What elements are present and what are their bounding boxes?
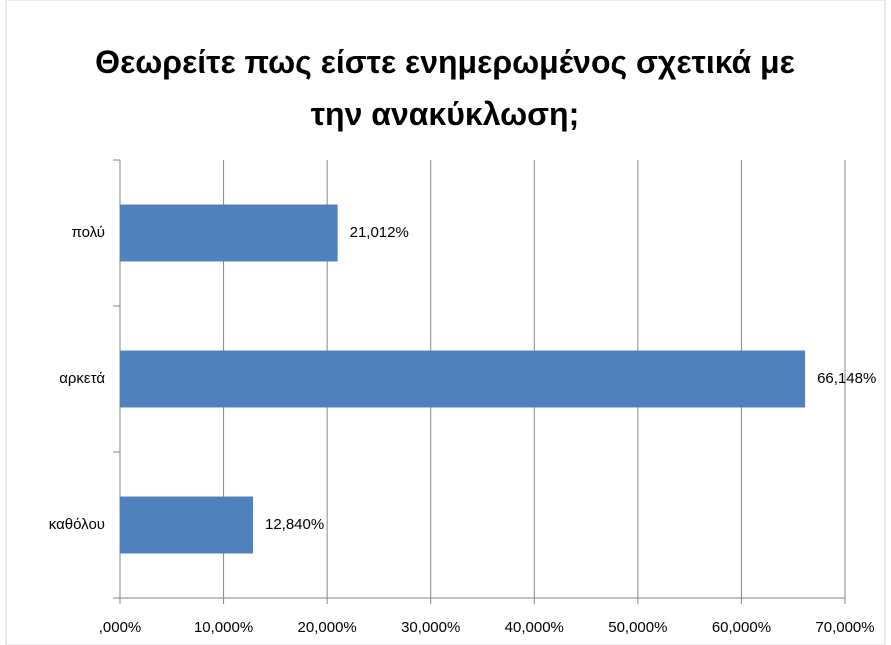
- value-label: 12,840%: [265, 516, 324, 533]
- x-tick-label: 10,000%: [194, 619, 253, 636]
- chart-title: Θεωρείτε πως είστε ενημερωμένος σχετικά …: [95, 44, 795, 132]
- x-tick-label: 60,000%: [712, 619, 771, 636]
- chart-frame: [5, 0, 886, 645]
- value-label: 21,012%: [350, 224, 409, 241]
- x-tick-label: 30,000%: [401, 619, 460, 636]
- x-tick-label: 70,000%: [815, 619, 874, 636]
- value-label: 66,148%: [817, 370, 876, 387]
- x-tick-label: 40,000%: [505, 619, 564, 636]
- bar: [120, 496, 253, 554]
- y-tick-label: αρκετά: [59, 370, 105, 387]
- y-tick-label: καθόλου: [49, 516, 105, 533]
- bar: [120, 350, 806, 408]
- x-tick-label: 50,000%: [608, 619, 667, 636]
- bar: [120, 204, 338, 262]
- x-tick-label: 20,000%: [298, 619, 357, 636]
- y-tick-label: πολύ: [71, 224, 105, 241]
- x-tick-label: ,000%: [99, 619, 142, 636]
